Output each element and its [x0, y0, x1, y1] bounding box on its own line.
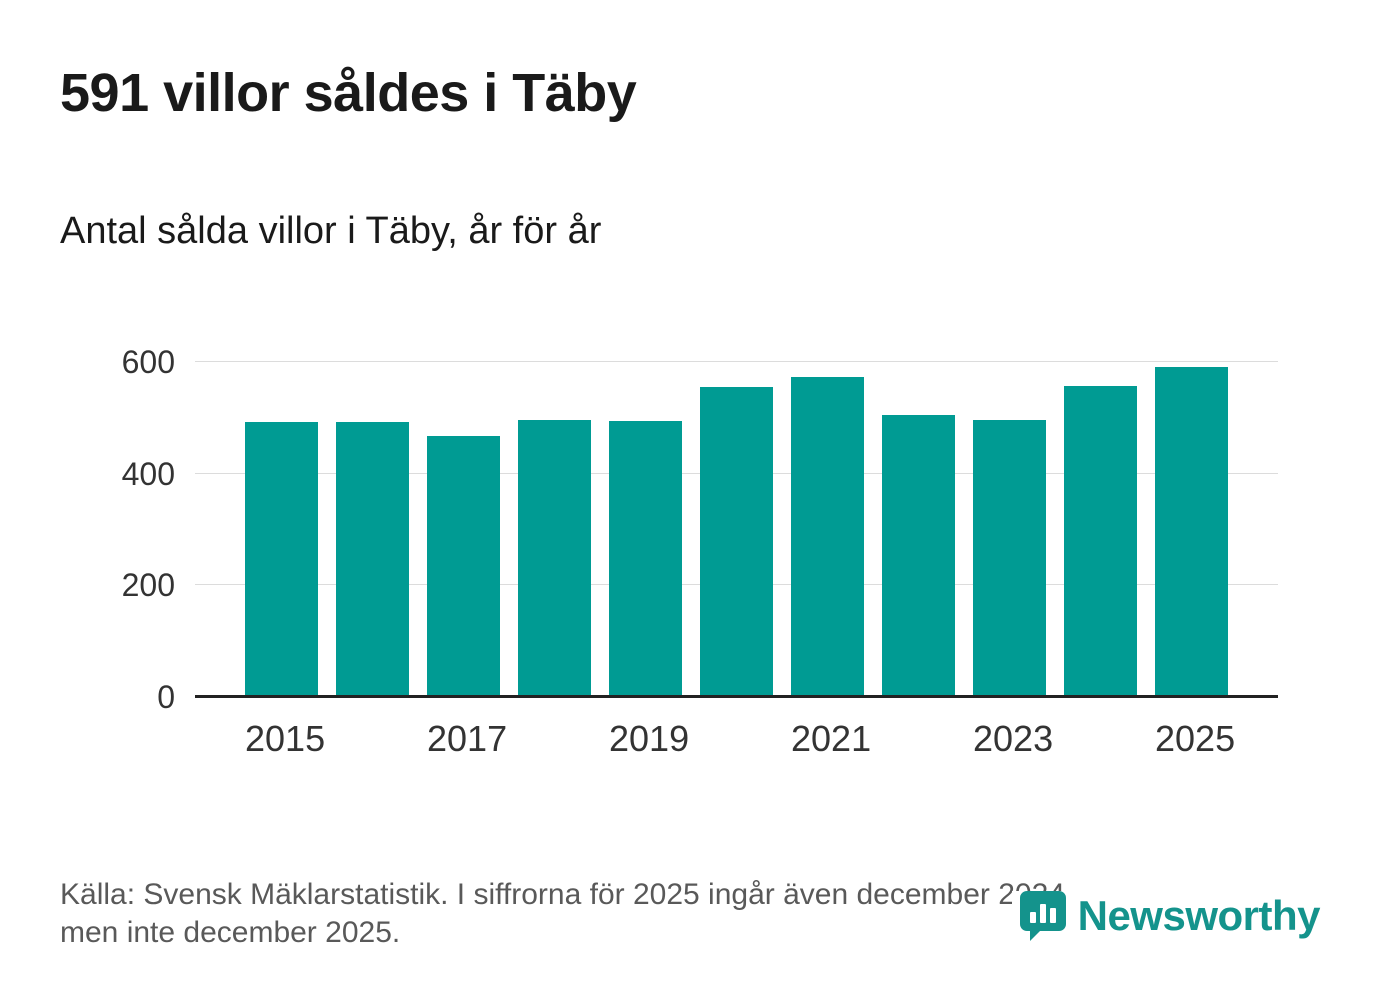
bar-2021	[791, 376, 864, 697]
y-axis-labels: 0 200 400 600	[40, 346, 175, 713]
x-tick-label	[882, 718, 955, 760]
bar-2024	[1064, 386, 1137, 697]
y-tick-label: 600	[121, 344, 175, 380]
chart-title: 591 villor såldes i Täby	[60, 63, 637, 123]
x-tick-label: 2015	[245, 718, 326, 759]
x-tick-label: 2021	[791, 718, 872, 759]
newsworthy-logo: Newsworthy	[1011, 891, 1321, 941]
gridline	[195, 361, 1278, 362]
x-tick-label	[1064, 718, 1137, 760]
x-tick-label	[700, 718, 773, 760]
y-tick-label: 0	[157, 679, 175, 715]
x-axis-baseline	[195, 695, 1278, 698]
chart-subtitle: Antal sålda villor i Täby, år för år	[60, 210, 602, 252]
bar-2015	[245, 422, 318, 697]
bar-2022	[882, 415, 955, 697]
bar-2019	[609, 420, 682, 697]
bar-2018	[518, 420, 591, 697]
y-tick-label: 200	[121, 567, 175, 604]
newsworthy-icon	[1019, 891, 1066, 941]
x-axis-labels: 2015 2017 2019 2021 2023 2025	[195, 718, 1278, 760]
x-tick-label: 2019	[609, 718, 690, 759]
x-tick-label: 2023	[973, 718, 1054, 759]
source-note: Källa: Svensk Mäklarstatistik. I siffror…	[60, 878, 1073, 949]
x-tick-label: 2025	[1155, 718, 1236, 759]
x-tick-label	[336, 718, 409, 760]
x-tick-label	[518, 718, 591, 760]
bar-series	[195, 362, 1278, 697]
newsworthy-wordmark: Newsworthy	[1077, 892, 1321, 939]
y-tick-label: 400	[121, 455, 175, 492]
bar-chart-plot-area	[195, 361, 1278, 698]
bar-2023	[973, 419, 1046, 697]
bar-2020	[700, 386, 773, 697]
bar-2016	[336, 421, 409, 697]
bar-2017	[427, 435, 500, 697]
bar-2025	[1155, 367, 1228, 697]
x-tick-label: 2017	[427, 718, 508, 759]
